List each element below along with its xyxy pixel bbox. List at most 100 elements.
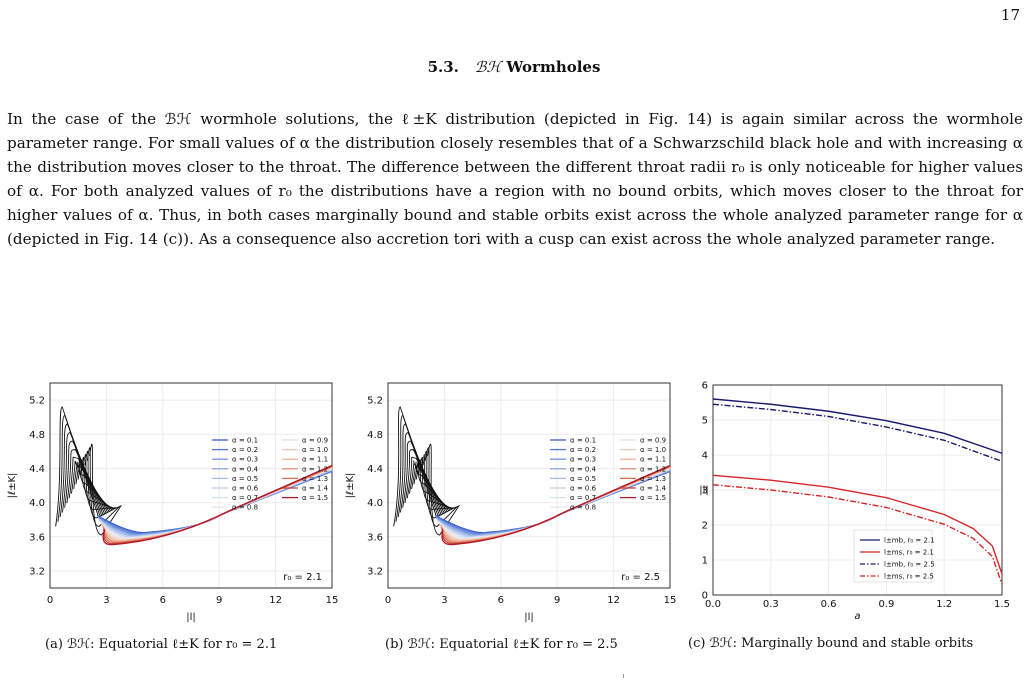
x-tick-label: 6 xyxy=(498,595,504,606)
caption-a-text: ℬℋ: Equatorial ℓ±K for r₀ = 2.1 xyxy=(67,637,278,652)
series-line-black xyxy=(402,440,444,515)
series-line-2 xyxy=(712,403,1003,462)
legend-label: α = 1.1 xyxy=(640,456,666,464)
series-line-black xyxy=(66,449,107,514)
y-tick-label: 5.2 xyxy=(29,396,45,407)
x-tick-label: 3 xyxy=(441,595,447,606)
x-tick-label: 0.0 xyxy=(705,599,721,610)
legend-label: α = 0.8 xyxy=(232,504,258,512)
series-line-0 xyxy=(712,398,1003,454)
legend-label: α = 1.1 xyxy=(302,456,328,464)
caption-a: (a) ℬℋ: Equatorial ℓ±K for r₀ = 2.1 xyxy=(45,636,277,652)
section-title: Wormholes xyxy=(506,58,601,76)
x-tick-label: 0 xyxy=(47,595,53,606)
series-line-black xyxy=(404,449,445,514)
y-tick-label: 4 xyxy=(702,451,708,462)
y-tick-label: 4.8 xyxy=(29,430,45,441)
series-line-black xyxy=(68,456,109,514)
r0-annotation: r₀ = 2.5 xyxy=(621,572,660,583)
legend-label: l±ms, r₀ = 2.5 xyxy=(884,573,934,581)
series-line-alpha-0.6 xyxy=(99,468,333,538)
x-tick-label: 0.9 xyxy=(878,599,894,610)
y-tick-label: 4.0 xyxy=(29,498,45,509)
series-line-black xyxy=(59,423,103,518)
caption-b: (b) ℬℋ: Equatorial ℓ±K for r₀ = 2.5 xyxy=(385,636,618,652)
caption-b-text: ℬℋ: Equatorial ℓ±K for r₀ = 2.5 xyxy=(407,637,618,652)
caption-c-label: (c) xyxy=(688,636,706,651)
y-tick-label: 0 xyxy=(702,591,708,602)
legend-label: α = 1.0 xyxy=(302,446,328,454)
y-tick-label: 4.0 xyxy=(367,498,383,509)
r0-annotation: r₀ = 2.1 xyxy=(283,572,322,583)
x-tick-label: 15 xyxy=(664,595,677,606)
series-line-black xyxy=(64,440,106,515)
legend-box xyxy=(853,529,933,583)
series-line-black xyxy=(86,447,121,527)
legend-label: α = 0.4 xyxy=(570,465,597,473)
legend-label: α = 0.3 xyxy=(232,456,258,464)
legend-label: α = 1.0 xyxy=(640,446,666,454)
figure-c-chart: 0.0 0.3 0.6 0.9 1.2 1.5 0 1 2 3 4 5 6 a |l| l±mb, r₀ = … xyxy=(699,381,1010,623)
x-tick-label: 0 xyxy=(385,595,391,606)
legend-label: α = 1.4 xyxy=(640,485,667,493)
x-tick-label: 1.5 xyxy=(994,599,1010,610)
legend-label: α = 0.9 xyxy=(302,437,328,445)
y-tick-label: 4.4 xyxy=(367,464,383,475)
figure-a-chart: 0 3 6 9 12 15 3.2 3.6 4.0 4.4 4.8 5.2 |l| |ℓ±K| α = 0.… xyxy=(7,382,339,623)
series-line-black xyxy=(393,406,438,527)
legend-label: l±ms, r₀ = 2.1 xyxy=(884,549,934,557)
section-number: 5.3. xyxy=(427,58,459,76)
y-tick-label: 1 xyxy=(702,556,708,567)
legend-label: α = 1.2 xyxy=(302,465,328,473)
caption-b-label: (b) xyxy=(385,637,404,652)
x-tick-label: 1.2 xyxy=(936,599,952,610)
series-line-black xyxy=(89,444,122,536)
series-line-3 xyxy=(712,484,1003,585)
legend-label: α = 1.3 xyxy=(302,475,328,483)
y-tick-label: 6 xyxy=(702,381,708,392)
x-tick-label: 6 xyxy=(160,595,166,606)
caption-c: (c) ℬℋ: Marginally bound and stable orbi… xyxy=(688,636,973,651)
x-axis-label: |l| xyxy=(186,612,196,623)
legend-label: α = 0.3 xyxy=(570,456,596,464)
section-title-math: ℬℋ xyxy=(474,58,502,76)
caption-c-text: ℬℋ: Marginally bound and stable orbits xyxy=(709,636,974,651)
x-axis-label: |l| xyxy=(524,612,534,623)
legend-label: α = 0.6 xyxy=(570,485,597,493)
series-line-alpha-1.5 xyxy=(102,464,333,546)
x-tick-label: 9 xyxy=(216,595,222,606)
legend-label: α = 0.5 xyxy=(570,475,596,483)
legend-label: α = 1.2 xyxy=(640,465,666,473)
x-tick-label: 12 xyxy=(269,595,282,606)
y-axis-label: |ℓ±K| xyxy=(7,473,18,499)
series-line-black xyxy=(427,444,460,536)
y-tick-label: 3 xyxy=(702,486,708,497)
x-tick-label: 0.6 xyxy=(821,599,837,610)
x-axis-label: a xyxy=(854,611,860,622)
legend-label: l±mb, r₀ = 2.1 xyxy=(884,537,935,545)
y-tick-label: 2 xyxy=(702,521,708,532)
series-line-black xyxy=(397,423,441,518)
legend-label: α = 1.4 xyxy=(302,485,329,493)
series-line-black xyxy=(61,432,104,516)
legend-label: α = 0.7 xyxy=(232,494,258,502)
y-axis-label: |l| xyxy=(699,485,709,496)
x-tick-label: 12 xyxy=(607,595,620,606)
y-tick-label: 3.6 xyxy=(367,532,383,543)
series-line-alpha-0.6 xyxy=(437,468,671,538)
legend-label: α = 1.5 xyxy=(640,494,666,502)
y-tick-label: 4.4 xyxy=(29,464,45,475)
x-tick-label: 9 xyxy=(554,595,560,606)
legend-label: α = 0.8 xyxy=(570,504,596,512)
y-tick-label: 3.2 xyxy=(367,566,383,577)
caption-a-label: (a) xyxy=(45,637,63,652)
series-line-black xyxy=(73,461,112,512)
series-line-black xyxy=(424,447,459,527)
x-tick-label: 15 xyxy=(326,595,339,606)
y-tick-label: 3.2 xyxy=(29,566,45,577)
series-line-black xyxy=(75,460,113,511)
legend-label: α = 0.7 xyxy=(570,494,596,502)
legend-label: α = 1.5 xyxy=(302,494,328,502)
series-line-black xyxy=(395,415,439,522)
legend-label: α = 0.5 xyxy=(232,475,258,483)
